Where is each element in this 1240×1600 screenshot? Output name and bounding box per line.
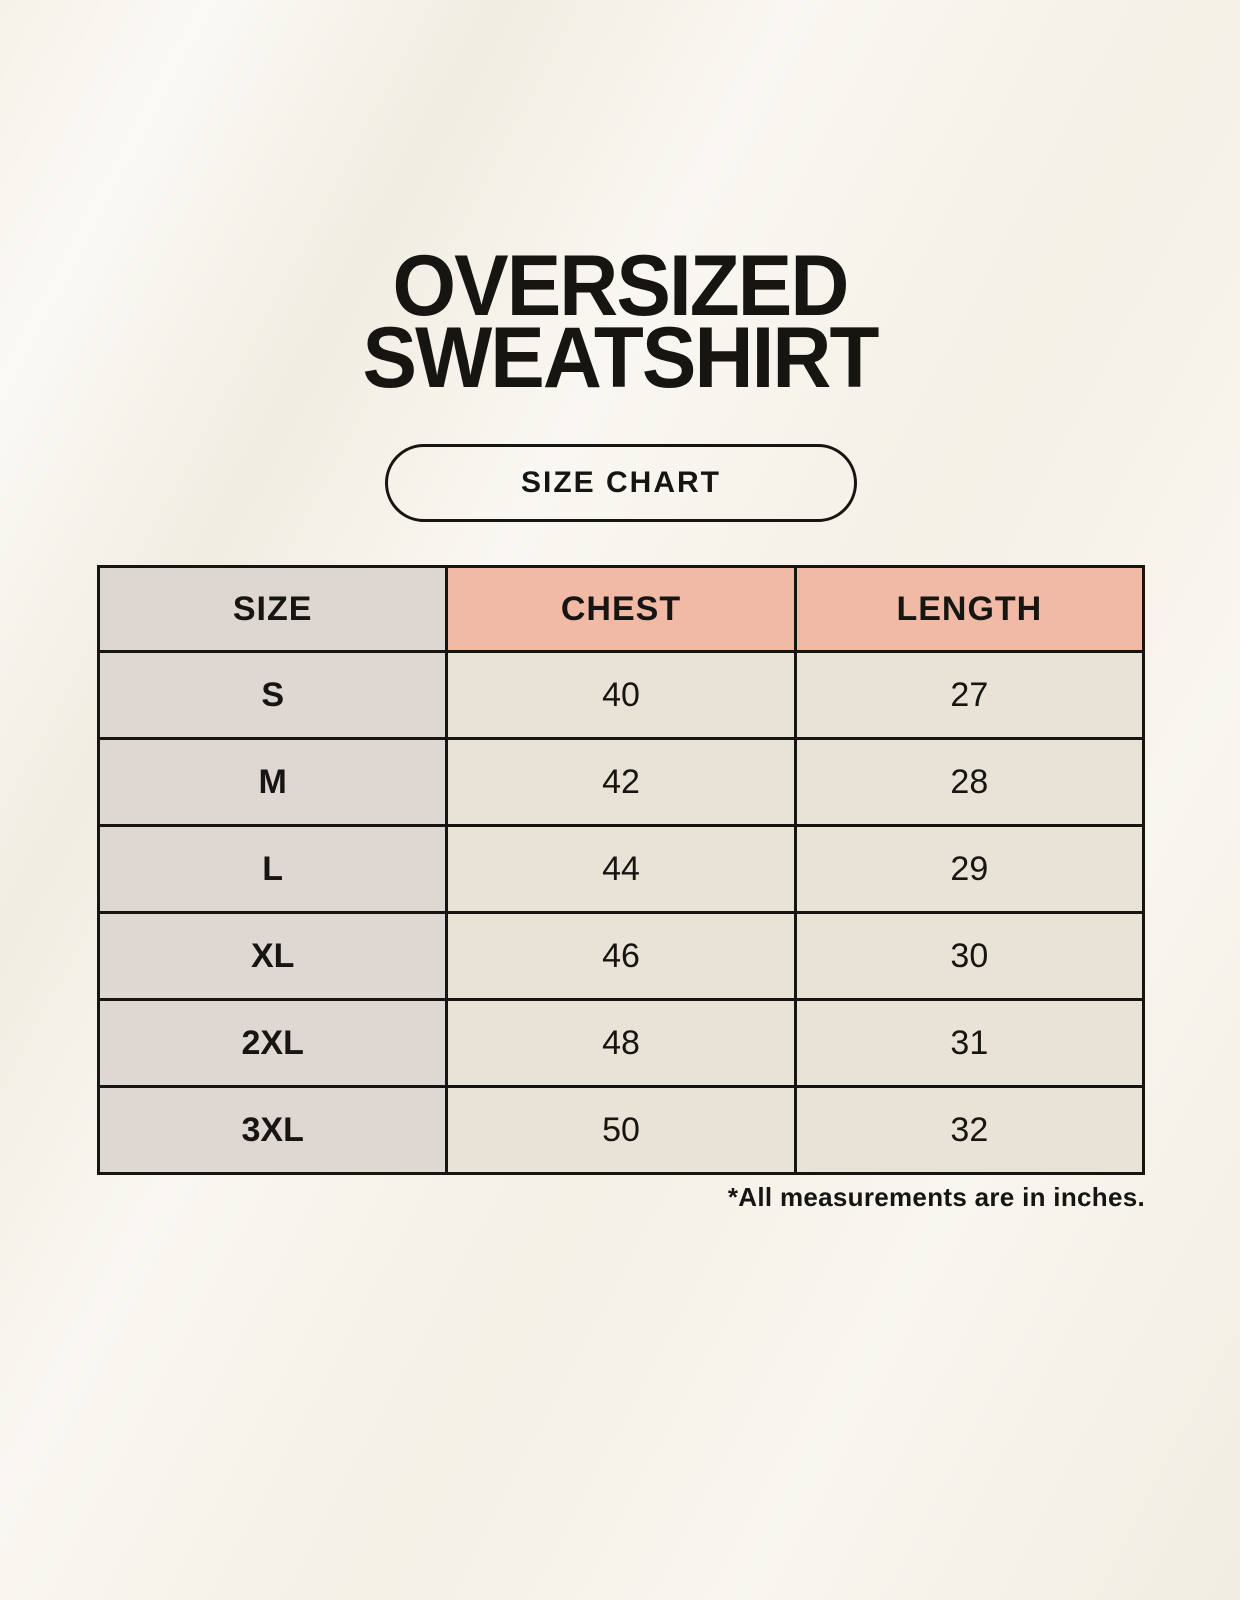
table-row: 2XL 48 31 — [96, 998, 1146, 1088]
measurements-footnote: *All measurements are in inches. — [727, 1182, 1145, 1212]
table-row: 3XL 50 32 — [96, 1085, 1146, 1175]
length-cell: 29 — [793, 824, 1146, 914]
table-row: L 44 29 — [96, 824, 1146, 914]
size-cell: S — [96, 650, 449, 740]
size-cell: 3XL — [96, 1085, 449, 1175]
chest-cell: 44 — [445, 824, 797, 914]
table-row: M 42 28 — [96, 737, 1146, 827]
size-chart-button-label: SIZE CHART — [521, 466, 721, 499]
length-cell: 28 — [793, 737, 1146, 827]
length-cell: 32 — [793, 1085, 1146, 1175]
page-title-line2: SWEATSHIRT — [362, 310, 879, 406]
size-cell: L — [96, 824, 449, 914]
length-cell: 31 — [793, 998, 1146, 1088]
size-cell: M — [96, 737, 449, 827]
page-title: OVERSIZED SWEATSHIRT — [31, 243, 1209, 406]
chest-cell: 40 — [445, 650, 797, 740]
size-cell: XL — [96, 911, 449, 1001]
chest-cell: 50 — [445, 1085, 797, 1175]
chest-cell: 46 — [445, 911, 797, 1001]
table-row: XL 46 30 — [96, 911, 1146, 1001]
length-cell: 30 — [793, 911, 1146, 1001]
header-cell-size: SIZE — [96, 565, 449, 653]
size-cell: 2XL — [96, 998, 449, 1088]
length-cell: 27 — [793, 650, 1146, 740]
header-row: SIZE CHEST LENGTH — [96, 565, 1146, 653]
chest-cell: 42 — [445, 737, 797, 827]
header-cell-length: LENGTH — [793, 565, 1146, 653]
size-table: SIZE CHEST LENGTH S 40 27 M 42 28 L 44 2… — [96, 565, 1146, 1175]
table-row: S 40 27 — [96, 650, 1146, 740]
chest-cell: 48 — [445, 998, 797, 1088]
size-chart-button[interactable]: SIZE CHART — [385, 444, 857, 522]
header-cell-chest: CHEST — [445, 565, 797, 653]
